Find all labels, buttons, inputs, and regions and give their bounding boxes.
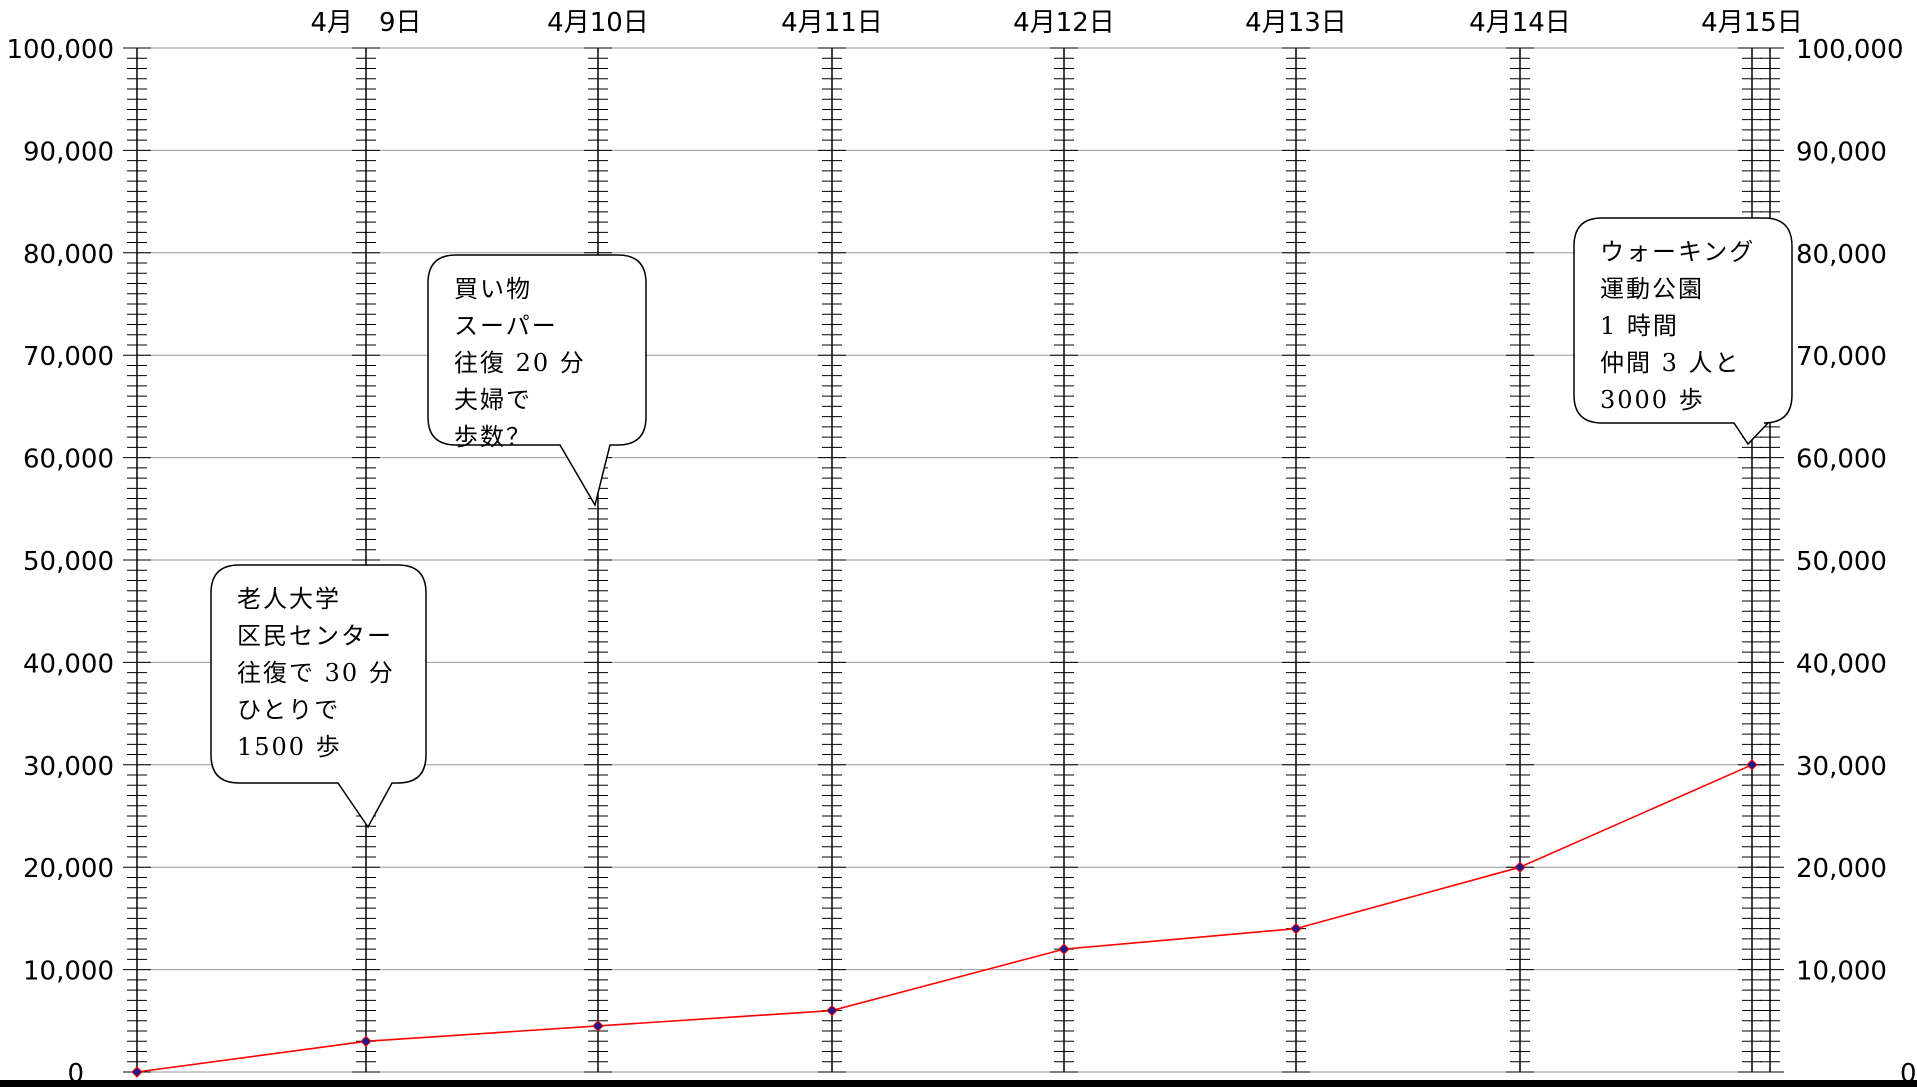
- right-tick-label: 70,000: [1796, 342, 1887, 372]
- date-labels: 4月 9日 4月10日 4月11日 4月12日 4月13日 4月14日 4月15日: [310, 8, 1802, 38]
- data-point: [826, 1004, 838, 1017]
- left-tick-label: 10,000: [23, 957, 114, 987]
- callout-text: 区民センター: [237, 622, 393, 650]
- callout-text: 買い物: [454, 275, 532, 303]
- bottom-border: [0, 1080, 1917, 1087]
- data-point: [1290, 922, 1302, 935]
- callout-text: 夫婦で: [454, 386, 532, 414]
- callout-text: 3000 歩: [1600, 386, 1705, 414]
- left-tick-label: 30,000: [23, 752, 114, 782]
- left-tick-label: 20,000: [23, 854, 114, 884]
- right-tick-label: 30,000: [1796, 752, 1887, 782]
- series-line: [136, 764, 1753, 1073]
- callout-text: 1500 歩: [237, 733, 342, 761]
- right-y-axis: 010,00020,00030,00040,00050,00060,00070,…: [1756, 35, 1917, 1087]
- right-tick-label: 60,000: [1796, 445, 1887, 475]
- callout-text: スーパー: [454, 312, 558, 340]
- callout-text: 運動公園: [1600, 275, 1704, 303]
- left-tick-label: 50,000: [23, 547, 114, 577]
- date-label: 4月13日: [1245, 8, 1347, 38]
- left-tick-label: 80,000: [23, 240, 114, 270]
- callout-text: 歩数？: [454, 423, 532, 451]
- date-label: 4月11日: [781, 8, 883, 38]
- right-tick-label: 20,000: [1796, 854, 1887, 884]
- right-tick-label: 40,000: [1796, 649, 1887, 679]
- callout-text: 1 時間: [1600, 312, 1679, 340]
- callout-text: 往復で 30 分: [237, 659, 395, 687]
- grid-lines: [137, 47, 1770, 1073]
- left-tick-label: 70,000: [23, 342, 114, 372]
- callout-text: 仲間 3 人と: [1600, 349, 1741, 377]
- callout-text: ひとりで: [237, 696, 340, 724]
- data-point: [1514, 861, 1526, 873]
- date-label: 4月15日: [1701, 8, 1803, 38]
- callout-text: ウォーキング: [1600, 238, 1755, 266]
- callout-text: 往復 20 分: [454, 349, 586, 377]
- callout-bubble: [210, 564, 427, 829]
- left-tick-label: 90,000: [23, 137, 114, 167]
- left-y-axis: 010,00020,00030,00040,00050,00060,00070,…: [6, 35, 151, 1087]
- right-tick-label: 80,000: [1796, 240, 1887, 270]
- series-line: [131, 759, 1758, 1078]
- left-tick-label: 40,000: [23, 649, 114, 679]
- right-tick-label: 90,000: [1796, 137, 1887, 167]
- callout-text: 老人大学: [237, 585, 341, 613]
- data-point: [131, 1066, 143, 1078]
- callout-bubble: [1573, 217, 1793, 446]
- right-tick-label: 100,000: [1796, 35, 1904, 65]
- left-tick-label: 100,000: [6, 35, 114, 65]
- date-label: 4月 9日: [310, 8, 421, 38]
- callout-bubble: [427, 254, 647, 507]
- data-point: [1058, 943, 1070, 955]
- right-tick-label: 50,000: [1796, 547, 1887, 577]
- date-label: 4月12日: [1013, 8, 1115, 38]
- date-label: 4月14日: [1469, 8, 1571, 38]
- data-point: [1746, 759, 1758, 771]
- data-point: [592, 1020, 604, 1032]
- date-label: 4月10日: [547, 8, 649, 38]
- data-point: [360, 1035, 372, 1047]
- left-tick-label: 60,000: [23, 445, 114, 475]
- right-tick-label: 10,000: [1796, 957, 1887, 987]
